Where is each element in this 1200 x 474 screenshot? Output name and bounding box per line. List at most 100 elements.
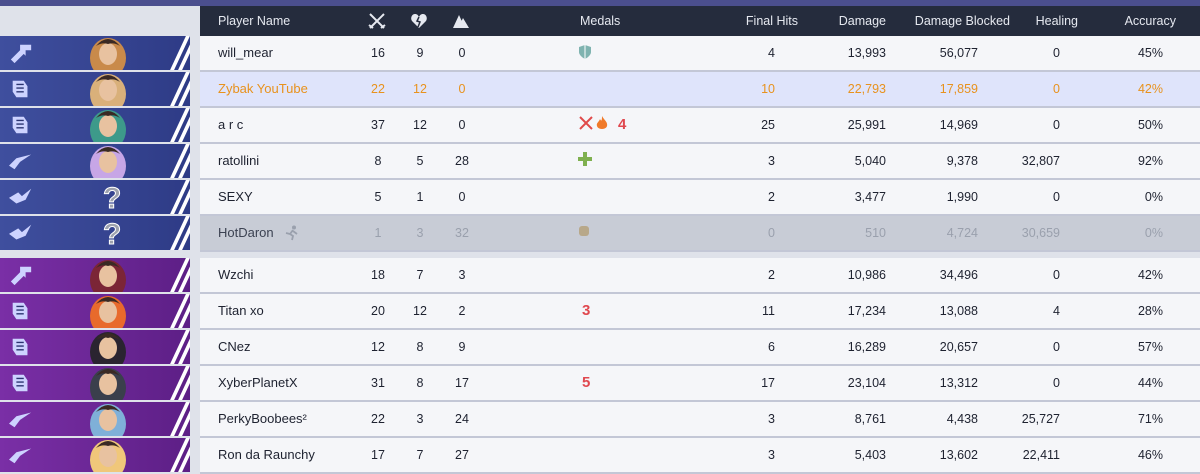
player-name[interactable]: Wzchi xyxy=(218,267,254,282)
player-name[interactable]: SEXY xyxy=(218,189,253,204)
player-name[interactable]: HotDaron xyxy=(218,225,274,240)
damage-blocked: 4,724 xyxy=(946,226,978,240)
damage: 13,993 xyxy=(847,46,886,60)
damage-blocked: 13,312 xyxy=(939,376,978,390)
medals xyxy=(570,330,630,364)
accuracy: 42% xyxy=(1137,268,1163,282)
damage: 16,289 xyxy=(847,340,886,354)
player-name[interactable]: Zybak YouTube xyxy=(218,81,308,96)
player-name[interactable]: will_mear xyxy=(218,45,273,60)
final-hits: 3 xyxy=(768,448,775,462)
row-divider xyxy=(200,250,1200,252)
heal-medal-icon xyxy=(578,152,592,171)
kills: 12 xyxy=(371,340,385,354)
healing: 0 xyxy=(1053,46,1060,60)
medals xyxy=(570,216,630,250)
damage-blocked: 13,088 xyxy=(939,304,978,318)
assists: 27 xyxy=(455,448,469,462)
player-name[interactable]: Titan xo xyxy=(218,303,264,318)
row-stats: Wzchi 18 7 3 2 10,986 34,496 0 42% xyxy=(200,258,1200,292)
strategist-role-icon xyxy=(9,412,32,428)
hero-portrait: ? xyxy=(0,216,190,250)
hero-portrait xyxy=(0,36,190,70)
row-divider xyxy=(200,292,1200,294)
accuracy: 71% xyxy=(1137,412,1163,426)
damage: 5,040 xyxy=(854,154,886,168)
kills: 37 xyxy=(371,118,385,132)
accuracy: 45% xyxy=(1137,46,1163,60)
assists: 32 xyxy=(455,226,469,240)
assists: 0 xyxy=(458,82,466,96)
deaths: 12 xyxy=(413,304,427,318)
player-row[interactable]: PerkyBoobees² 22 3 24 3 8,761 4,438 25,727 71% xyxy=(0,402,1200,436)
damage: 3,477 xyxy=(854,190,886,204)
player-name[interactable]: XyberPlanetX xyxy=(218,375,298,390)
header-damage: Damage xyxy=(838,14,886,28)
assists: 0 xyxy=(458,46,466,60)
player-name[interactable]: PerkyBoobees² xyxy=(218,411,307,426)
vanguard-role-icon xyxy=(10,266,32,286)
player-name[interactable]: Ron da Raunchy xyxy=(218,447,315,462)
fist-medal-icon xyxy=(578,224,590,243)
row-stats: SEXY 5 1 0 2 3,477 1,990 0 0% xyxy=(200,180,1200,214)
assists: 2 xyxy=(458,304,466,318)
svg-text:?: ? xyxy=(103,182,121,214)
player-row[interactable]: XyberPlanetX 31 8 17 5 17 23,104 13,312 0 44% xyxy=(0,366,1200,400)
damage-blocked: 1,990 xyxy=(946,190,978,204)
deaths: 5 xyxy=(416,154,424,168)
player-row[interactable]: Wzchi 18 7 3 2 10,986 34,496 0 42% xyxy=(0,258,1200,292)
damage-blocked: 4,438 xyxy=(946,412,978,426)
row-stats: XyberPlanetX 31 8 17 5 17 23,104 13,312 0 44% xyxy=(200,366,1200,400)
row-stats: will_mear 16 9 0 4 13,993 56,077 0 45% xyxy=(200,36,1200,70)
hero-portrait xyxy=(0,258,190,292)
row-divider xyxy=(200,400,1200,402)
medals xyxy=(570,438,630,472)
row-divider xyxy=(200,178,1200,180)
kills: 20 xyxy=(371,304,385,318)
kills: 1 xyxy=(374,226,382,240)
assists: 3 xyxy=(458,268,466,282)
row-divider xyxy=(200,106,1200,108)
unknown-role-icon xyxy=(9,224,32,240)
player-name[interactable]: a r c xyxy=(218,117,244,132)
accuracy: 57% xyxy=(1137,340,1163,354)
healing: 0 xyxy=(1053,268,1060,282)
final-hits: 11 xyxy=(762,304,775,318)
player-name[interactable]: ratollini xyxy=(218,153,260,168)
medals: 5 xyxy=(570,366,630,400)
player-row[interactable]: ratollini 8 5 28 3 5,040 9,378 32,807 92% xyxy=(0,144,1200,178)
damage-blocked: 56,077 xyxy=(939,46,978,60)
duelist-role-icon xyxy=(12,374,28,392)
hero-portrait: ? xyxy=(0,180,190,214)
player-name[interactable]: CNez xyxy=(218,339,251,354)
kills: 17 xyxy=(371,448,385,462)
final-hits: 2 xyxy=(768,190,775,204)
player-row[interactable]: a r c 37 12 0 4 25 25,991 14,969 0 50% xyxy=(0,108,1200,142)
accuracy: 0% xyxy=(1144,226,1163,240)
player-row[interactable]: ? HotDaron 1 3 32 0 510 4,724 30,659 0% xyxy=(0,216,1200,250)
player-row[interactable]: ? SEXY 5 1 0 2 3,477 1,990 0 0% xyxy=(0,180,1200,214)
player-row[interactable]: Titan xo 20 12 2 3 11 17,234 13,088 4 28% xyxy=(0,294,1200,328)
kills: 8 xyxy=(374,154,382,168)
final-hits: 0 xyxy=(768,226,775,240)
row-stats: CNez 12 8 9 6 16,289 20,657 0 57% xyxy=(200,330,1200,364)
player-row[interactable]: CNez 12 8 9 6 16,289 20,657 0 57% xyxy=(0,330,1200,364)
deaths: 8 xyxy=(416,376,424,390)
player-row[interactable]: will_mear 16 9 0 4 13,993 56,077 0 45% xyxy=(0,36,1200,70)
final-hits: 6 xyxy=(768,340,775,354)
damage: 10,986 xyxy=(847,268,886,282)
medals xyxy=(570,144,630,178)
row-divider xyxy=(200,364,1200,366)
assists: 9 xyxy=(458,340,466,354)
hero-portrait xyxy=(0,294,190,328)
player-row[interactable]: Zybak YouTube 22 12 0 10 22,793 17,859 0 42% xyxy=(0,72,1200,106)
deaths: 8 xyxy=(416,340,424,354)
healing: 0 xyxy=(1053,118,1060,132)
kills: 22 xyxy=(371,82,385,96)
row-divider xyxy=(200,70,1200,72)
assists: 28 xyxy=(455,154,469,168)
player-row[interactable]: Ron da Raunchy 17 7 27 3 5,403 13,602 22,411 46% xyxy=(0,438,1200,472)
header-medals: Medals xyxy=(580,14,621,28)
assists: 0 xyxy=(458,118,466,132)
damage: 22,793 xyxy=(847,82,886,96)
